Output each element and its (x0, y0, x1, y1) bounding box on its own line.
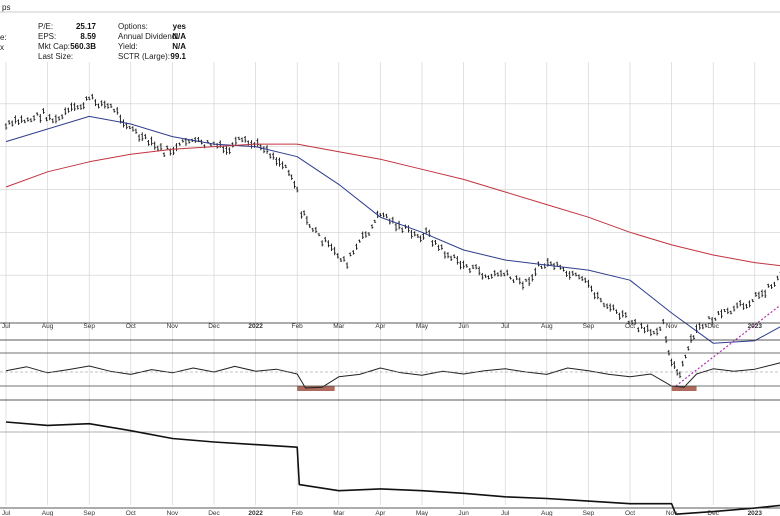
pe-label: P/E: (38, 22, 54, 31)
support-trendline (675, 304, 780, 387)
header-fragment: ps (2, 3, 11, 12)
x-tick-label-bottom: Jul (2, 510, 11, 516)
x-axis-labels: Jul Jul Aug Aug Sep Sep Oct Oct Nov Nov Dec Dec 2022… (2, 323, 763, 516)
x-tick-label-bottom: Nov (666, 510, 678, 516)
x-tick-label-top: Sep (83, 323, 95, 330)
rsi-line (5, 362, 780, 389)
annual-dividend-label: Annual Dividend: (118, 32, 179, 41)
x-tick-label-top: Aug (541, 323, 553, 330)
x-tick-label-top: Jul (501, 323, 510, 330)
x-tick-label-top: Dec (707, 323, 719, 330)
x-tick-label-bottom: Apr (375, 510, 386, 516)
sctr-value: 99.1 (170, 52, 186, 61)
options-value: yes (172, 22, 186, 31)
left-fragment: x (0, 43, 4, 52)
x-tick-label-bottom: May (416, 510, 429, 516)
grid (0, 62, 780, 505)
options-label: Options: (118, 22, 148, 31)
x-tick-label-bottom: 2022 (248, 510, 263, 516)
x-tick-label-top: May (416, 323, 429, 330)
x-tick-label-top: Jul (2, 323, 11, 330)
x-tick-label-top: Mar (333, 323, 345, 330)
series (4, 93, 780, 515)
last-size-label: Last Size: (38, 52, 74, 61)
x-tick-label-top: Apr (375, 323, 386, 330)
yield-value: N/A (172, 42, 186, 51)
x-tick-label-bottom: Oct (625, 510, 635, 516)
x-tick-label-bottom: Aug (541, 510, 553, 516)
yield-label: Yield: (118, 42, 138, 51)
x-tick-label-bottom: Aug (42, 510, 54, 516)
x-tick-label-bottom: Jun (458, 510, 469, 516)
panel-frames (0, 11, 780, 509)
x-tick-label-top: 2023 (748, 323, 763, 330)
x-tick-label-top: Nov (666, 323, 678, 330)
annual-dividend-value: N/A (172, 32, 186, 41)
x-tick-label-bottom: Oct (126, 510, 136, 516)
x-tick-label-bottom: Sep (583, 510, 595, 516)
left-fragment: e: (0, 33, 7, 42)
sctr-label: SCTR (Large): (118, 52, 171, 61)
rsi-oversold-area (297, 386, 335, 391)
eps-label: EPS: (38, 32, 57, 41)
x-tick-label-bottom: Dec (208, 510, 220, 516)
eps-value: 8.59 (80, 32, 96, 41)
rsi-oversold-area (671, 386, 697, 391)
x-tick-label-top: Aug (42, 323, 54, 330)
sma-200-line (5, 143, 780, 267)
x-tick-label-bottom: Jul (501, 510, 510, 516)
mkt-cap-label: Mkt Cap: (38, 42, 71, 51)
x-tick-label-bottom: Feb (292, 510, 304, 516)
x-tick-label-top: Nov (167, 323, 179, 330)
x-tick-label-top: Jun (458, 323, 469, 330)
x-tick-label-top: 2022 (248, 323, 263, 330)
mkt-cap-value: 560.3B (70, 42, 96, 51)
pe-value: 25.17 (75, 22, 96, 31)
x-tick-label-top: Oct (126, 323, 136, 330)
relative-strength-line (5, 421, 780, 515)
x-tick-label-bottom: 2023 (748, 510, 763, 516)
x-tick-label-bottom: Nov (167, 510, 179, 516)
x-tick-label-bottom: Mar (333, 510, 345, 516)
x-tick-label-top: Sep (583, 323, 595, 330)
x-tick-label-top: Dec (208, 323, 220, 330)
x-tick-label-bottom: Dec (707, 510, 719, 516)
x-tick-label-top: Oct (625, 323, 635, 330)
x-tick-label-bottom: Sep (83, 510, 95, 516)
rsi-oversold-fill (297, 386, 697, 391)
x-tick-label-top: Feb (292, 323, 304, 330)
sma-50-line (5, 115, 780, 344)
